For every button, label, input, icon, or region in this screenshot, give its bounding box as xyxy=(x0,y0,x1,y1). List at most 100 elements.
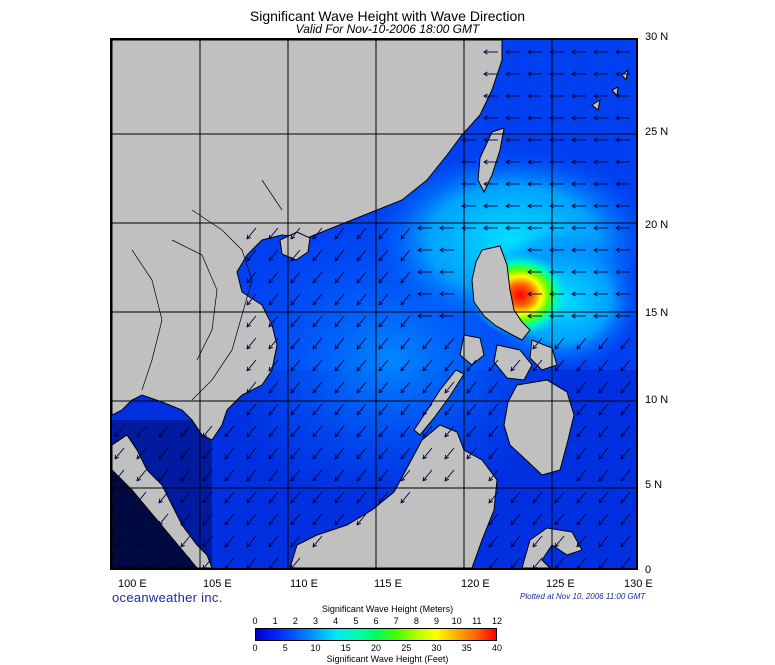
wave-arrow-head xyxy=(400,300,405,306)
wave-arrow xyxy=(136,425,147,438)
wave-arrow xyxy=(554,513,565,526)
wave-arrow-head xyxy=(290,322,295,328)
wave-arrow-head xyxy=(400,344,405,350)
wave-arrow xyxy=(334,249,345,262)
wave-arrow-head xyxy=(571,181,576,187)
lat-label-0: 0 xyxy=(645,564,652,576)
wave-arrow xyxy=(202,491,213,504)
wave-arrow xyxy=(554,359,565,372)
wave-arrow xyxy=(422,337,433,350)
wave-arrow xyxy=(356,403,367,416)
wave-arrow xyxy=(422,447,433,460)
wave-arrow-head xyxy=(202,542,207,548)
wave-arrow-head xyxy=(466,454,471,460)
wave-arrow-head xyxy=(620,564,625,568)
lon-label-110e: 110 E xyxy=(290,578,318,590)
wave-arrow xyxy=(246,513,257,526)
wave-arrow-head xyxy=(527,247,532,253)
meters-tick-label: 3 xyxy=(312,616,318,626)
wave-arrow xyxy=(334,513,345,526)
wave-arrow xyxy=(290,513,301,526)
wave-arrow xyxy=(312,293,323,306)
wave-arrow-head xyxy=(439,269,444,275)
wave-arrow-head xyxy=(571,269,576,275)
wave-arrow-head xyxy=(422,410,427,416)
wave-arrow-head xyxy=(461,137,466,143)
wave-arrow xyxy=(312,337,323,350)
wave-arrow xyxy=(378,425,389,438)
wave-arrow xyxy=(378,315,389,328)
wave-arrow-head xyxy=(488,520,493,526)
lat-label-15n: 15 N xyxy=(645,307,669,319)
wave-arrow xyxy=(136,535,147,548)
wave-arrow xyxy=(312,403,323,416)
wave-arrow xyxy=(598,491,609,504)
wave-arrow-head xyxy=(334,300,339,306)
wave-arrow-head xyxy=(598,542,603,548)
wave-arrow-head xyxy=(483,203,488,209)
wave-arrow-head xyxy=(400,322,405,328)
wave-arrow-head xyxy=(378,256,383,262)
map-subtitle: Valid For Nov-10-2006 18:00 GMT xyxy=(295,22,480,36)
wave-arrow xyxy=(224,469,235,482)
wave-arrow-head xyxy=(356,300,361,306)
wave-arrow-head xyxy=(268,542,273,548)
wave-arrow-head xyxy=(400,256,405,262)
wave-arrow xyxy=(334,491,345,504)
wave-arrow-head xyxy=(180,564,185,568)
wave-arrow-head xyxy=(334,278,339,284)
wave-arrow xyxy=(488,381,499,394)
wave-arrow xyxy=(290,491,301,504)
wave-arrow xyxy=(291,557,301,568)
wave-arrow-head xyxy=(268,344,273,350)
wave-arrow xyxy=(576,447,587,460)
wave-arrow-head xyxy=(444,388,449,394)
wave-arrow xyxy=(246,425,257,438)
wave-arrow-head xyxy=(114,542,119,548)
wave-arrow-head xyxy=(593,291,598,297)
wave-arrow-head xyxy=(488,432,493,438)
wave-arrow xyxy=(621,557,631,568)
lat-label-30n: 30 N xyxy=(645,31,669,43)
wave-arrow xyxy=(268,403,279,416)
wave-arrow-head xyxy=(549,71,554,77)
wave-arrow-head xyxy=(615,225,620,231)
wave-arrow xyxy=(378,337,389,350)
lon-label-125e: 125 E xyxy=(546,578,575,590)
meters-tick-label: 5 xyxy=(353,616,359,626)
wave-arrow-head xyxy=(615,291,620,297)
wave-arrow xyxy=(312,271,323,284)
wave-arrow-head xyxy=(576,388,581,394)
wave-arrow-head xyxy=(268,300,273,306)
wave-arrow-head xyxy=(488,564,493,568)
wave-arrow-head xyxy=(571,247,576,253)
wave-arrow-head xyxy=(378,278,383,284)
wave-arrow-head xyxy=(461,225,466,231)
wave-arrow xyxy=(576,491,587,504)
wave-arrow xyxy=(334,271,345,284)
plotted-timestamp: Plotted at Nov 10, 2006 11:00 GMT xyxy=(520,592,646,601)
wave-arrow-head xyxy=(554,542,559,548)
wave-arrow xyxy=(356,469,367,482)
meters-tick-label: 2 xyxy=(292,616,298,626)
wave-arrow-head xyxy=(400,498,405,504)
wave-arrow-head xyxy=(620,432,625,438)
wave-arrow-head xyxy=(422,476,427,482)
wave-arrow xyxy=(180,447,191,460)
feet-tick-label: 10 xyxy=(310,643,321,653)
wave-arrow xyxy=(312,491,323,504)
wave-arrow xyxy=(246,491,257,504)
wave-arrow-head xyxy=(400,476,405,482)
wave-direction-arrows xyxy=(114,49,631,568)
wave-arrow xyxy=(114,535,125,548)
wave-arrow xyxy=(246,469,257,482)
wave-arrow-head xyxy=(246,476,251,482)
wave-arrow xyxy=(598,359,609,372)
wave-arrow-head xyxy=(488,476,493,482)
wave-arrow-head xyxy=(461,203,466,209)
wave-arrow-head xyxy=(571,225,576,231)
wave-arrow-head xyxy=(114,454,119,460)
wave-arrow-head xyxy=(334,432,339,438)
wave-arrow-head xyxy=(549,181,554,187)
wave-arrow-head xyxy=(593,269,598,275)
